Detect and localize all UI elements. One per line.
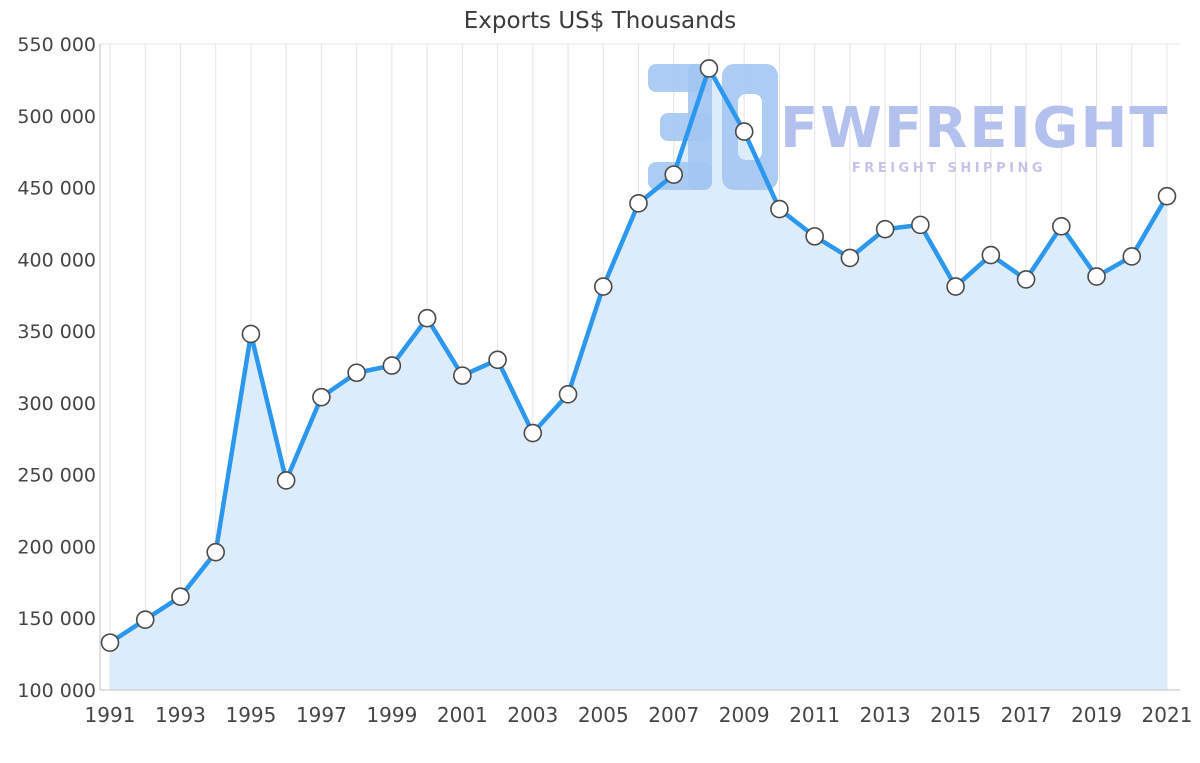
data-point	[1087, 267, 1106, 286]
data-point	[312, 387, 331, 407]
y-axis-labels: 550 000 500 000 450 000 400 000 350 000 300 0…	[17, 34, 96, 702]
x-tick-label: 1995	[225, 703, 276, 727]
data-point	[1157, 186, 1177, 206]
data-point	[699, 59, 719, 78]
y-tick-label: 500 000	[17, 106, 96, 128]
x-tick-label: 2019	[1071, 703, 1122, 727]
data-point	[100, 633, 120, 652]
data-point	[593, 277, 613, 296]
data-point	[453, 366, 472, 385]
brand-text: FWFREIGHT	[780, 96, 1170, 161]
series-area-fill	[110, 68, 1167, 691]
series-markers	[100, 59, 1177, 652]
data-point	[276, 471, 296, 490]
brand-tagline: FREIGHT SHIPPING	[852, 161, 1046, 176]
data-point	[558, 384, 578, 404]
data-point	[664, 165, 684, 184]
x-tick-label: 2003	[507, 703, 558, 727]
data-point	[875, 219, 895, 239]
x-tick-label: 2021	[1142, 703, 1193, 727]
y-tick-label: 550 000	[17, 34, 96, 56]
watermark: FWFREIGHT FREIGHT SHIPPING	[648, 64, 1170, 190]
data-point	[135, 610, 155, 629]
x-tick-label: 2015	[930, 703, 981, 727]
data-point	[981, 245, 1001, 265]
data-point	[770, 199, 789, 219]
y-tick-label: 100 000	[17, 680, 96, 702]
chart-title: Exports US$ Thousands	[463, 8, 737, 34]
data-point	[1122, 247, 1142, 266]
data-point	[171, 587, 190, 606]
x-tick-label: 2009	[719, 703, 770, 727]
data-point	[347, 363, 366, 383]
data-point	[911, 215, 930, 235]
y-tick-label: 450 000	[17, 178, 96, 200]
data-point	[734, 122, 754, 141]
x-tick-label: 1997	[296, 703, 347, 727]
data-point	[805, 227, 824, 246]
y-tick-label: 350 000	[17, 321, 96, 343]
area-fill-path	[110, 68, 1167, 691]
data-point	[946, 277, 965, 296]
data-point	[523, 423, 543, 443]
y-tick-label: 150 000	[17, 608, 96, 630]
y-tick-label: 200 000	[17, 536, 96, 558]
y-tick-label: 300 000	[17, 393, 96, 415]
x-tick-label: 2007	[648, 703, 699, 727]
data-point	[840, 248, 860, 268]
brand-logo-icon	[648, 64, 778, 190]
x-tick-label: 2005	[578, 703, 629, 727]
y-tick-label: 400 000	[17, 249, 96, 271]
x-tick-label: 2001	[437, 703, 488, 727]
x-tick-label: 1999	[366, 703, 417, 727]
y-tick-label: 250 000	[17, 465, 96, 487]
data-point	[382, 356, 402, 375]
data-point	[241, 324, 261, 344]
x-tick-label: 2017	[1001, 703, 1052, 727]
data-point	[417, 308, 437, 328]
x-tick-label: 1993	[155, 703, 206, 727]
x-axis-labels: 1991 1993 1995 1997 1999 2001 2003 2005 2007 2009…	[85, 703, 1193, 727]
data-point	[1016, 270, 1036, 289]
x-tick-label: 2013	[860, 703, 911, 727]
data-point	[488, 350, 507, 370]
data-point	[629, 194, 648, 213]
data-point	[206, 542, 225, 562]
x-tick-label: 2011	[789, 703, 840, 727]
data-point	[1052, 217, 1071, 236]
x-tick-label: 1991	[85, 703, 136, 727]
axis-lines	[99, 44, 1180, 691]
